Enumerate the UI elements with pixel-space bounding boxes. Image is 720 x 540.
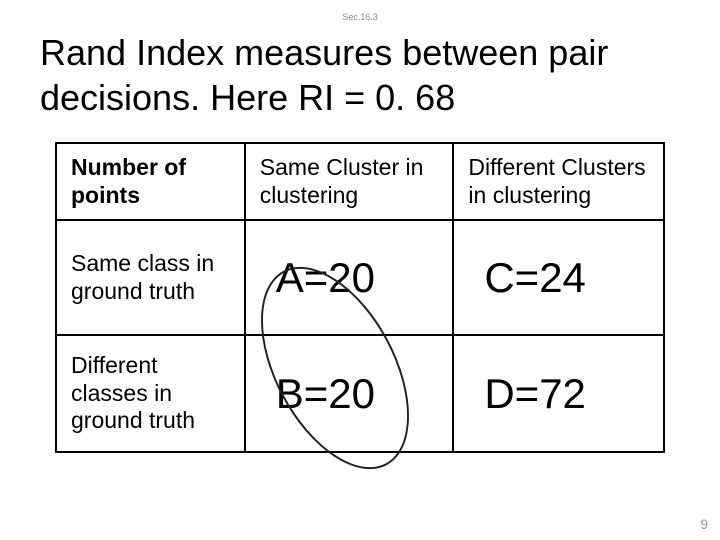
cell-D: D=72 [454,336,663,451]
cell-A: A=20 [246,221,455,334]
header-col1: Number of points [57,144,246,219]
row1-label: Same class in ground truth [57,221,246,334]
slide-title: Rand Index measures between pair decisio… [40,30,680,120]
table-header-row: Number of points Same Cluster in cluster… [57,144,663,221]
header-col3: Different Clusters in clustering [454,144,663,219]
row2-label: Different classes in ground truth [57,336,246,451]
section-label: Sec.16.3 [342,12,378,22]
cell-B: B=20 [246,336,455,451]
slide-number: 9 [700,516,708,532]
cell-C: C=24 [454,221,663,334]
table-row: Same class in ground truth A=20 C=24 [57,221,663,336]
header-col2: Same Cluster in clustering [246,144,455,219]
rand-index-table: Number of points Same Cluster in cluster… [55,142,665,453]
table-row: Different classes in ground truth B=20 D… [57,336,663,451]
